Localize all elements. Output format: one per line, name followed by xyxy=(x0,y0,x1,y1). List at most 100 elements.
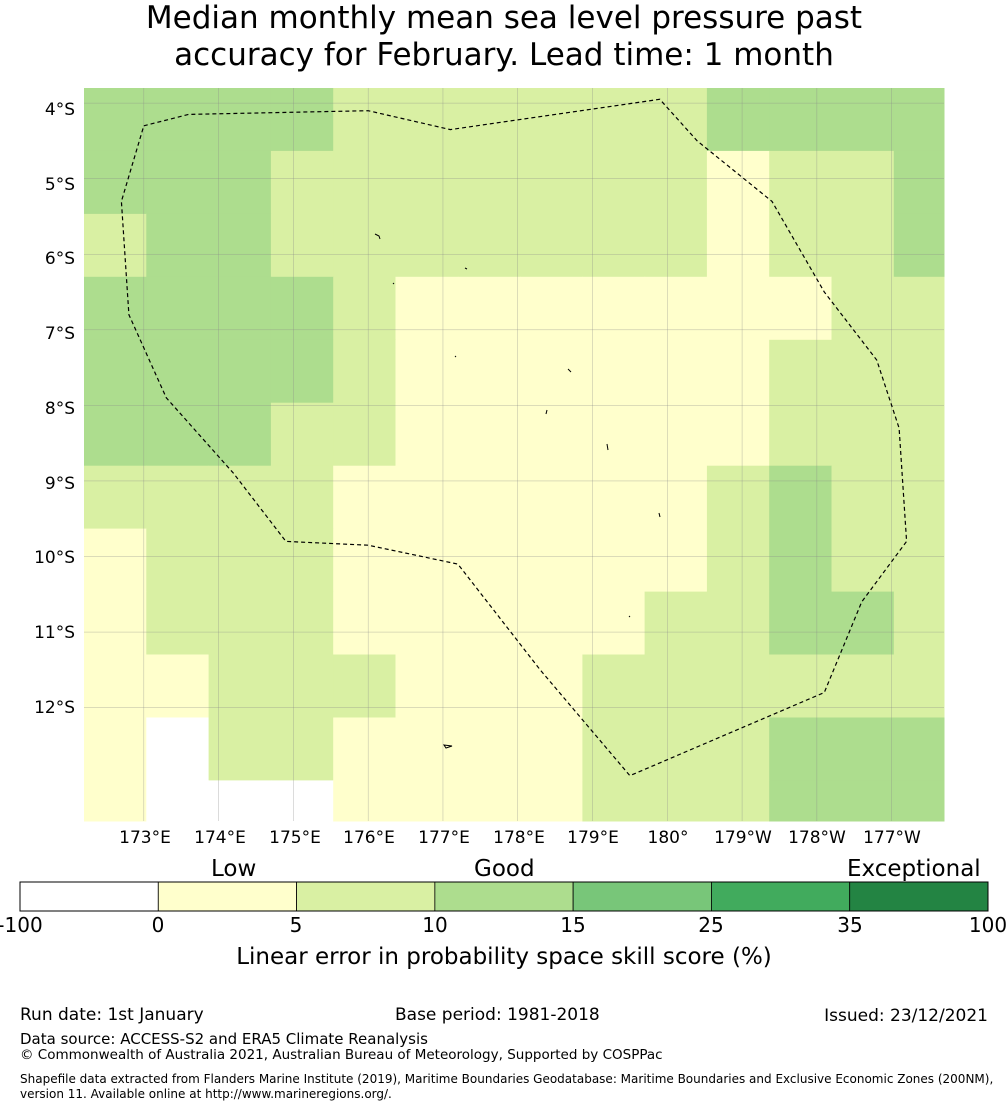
grid-cell xyxy=(146,528,210,592)
colorbar-tick: 10 xyxy=(422,913,448,937)
grid-cell xyxy=(520,528,583,592)
grid-cell xyxy=(457,591,521,655)
grid-cell xyxy=(644,402,708,467)
grid-cell xyxy=(893,150,945,215)
grid-cell xyxy=(644,654,708,718)
grid-cell xyxy=(706,339,770,404)
grid-cell xyxy=(706,780,770,822)
grid-cell xyxy=(644,528,708,592)
grid-cell xyxy=(84,465,147,530)
grid-cell xyxy=(582,780,646,822)
grid-cell xyxy=(395,213,459,278)
grid-cell xyxy=(582,465,646,530)
grid-cell xyxy=(457,528,521,592)
colorbar-tick: 35 xyxy=(837,913,863,937)
grid-cell xyxy=(893,276,945,341)
legend-category-exceptional: Exceptional xyxy=(847,856,981,882)
grid-cell xyxy=(644,339,708,404)
grid-cell xyxy=(706,528,770,592)
grid-cell xyxy=(457,654,521,718)
grid-cell xyxy=(84,150,147,215)
grid-cell xyxy=(395,339,459,404)
lon-label: 178°W xyxy=(788,828,846,848)
grid-cell xyxy=(208,213,272,278)
grid-cell xyxy=(582,528,646,592)
grid-cell xyxy=(395,465,459,530)
grid-cell xyxy=(706,654,770,718)
grid-cell xyxy=(146,591,210,655)
chart-title-line2: accuracy for February. Lead time: 1 mont… xyxy=(174,37,834,73)
grid-cell xyxy=(582,339,646,404)
grid-cell xyxy=(146,717,210,781)
grid-cell xyxy=(84,213,147,278)
colorbar-tick: 25 xyxy=(698,913,724,937)
grid-cell xyxy=(644,591,708,655)
grid-cell xyxy=(644,213,708,278)
grid-cell xyxy=(333,717,396,781)
colorbar-tick: 5 xyxy=(289,913,303,937)
grid-cell xyxy=(84,276,147,341)
issued-date: Issued: 23/12/2021 xyxy=(824,1006,988,1026)
grid-cell xyxy=(769,528,832,592)
grid-cell xyxy=(395,654,459,718)
grid-cell xyxy=(146,213,210,278)
grid-cell xyxy=(769,591,832,655)
grid-cell xyxy=(582,591,646,655)
grid-cell xyxy=(893,402,945,467)
grid-cell xyxy=(831,528,895,592)
lat-label: 12°S xyxy=(34,698,75,718)
grid-cell xyxy=(333,276,396,341)
grid-cell xyxy=(893,591,945,655)
grid-cell xyxy=(520,150,583,215)
lon-label: 177°W xyxy=(863,828,921,848)
grid-cell xyxy=(208,528,272,592)
grid-cell xyxy=(208,88,272,152)
grid-cell xyxy=(146,150,210,215)
grid-cell xyxy=(84,591,147,655)
grid-cell xyxy=(706,717,770,781)
grid-cell xyxy=(270,88,334,152)
grid-cell xyxy=(893,717,945,781)
grid-cell xyxy=(146,654,210,718)
grid-cell xyxy=(333,339,396,404)
lon-label: 175°E xyxy=(269,828,321,848)
grid-cell xyxy=(706,88,770,152)
lat-label: 5°S xyxy=(44,175,75,195)
grid-cell xyxy=(831,591,895,655)
grid-cell xyxy=(395,591,459,655)
grid-cell xyxy=(84,780,147,822)
grid-cell xyxy=(831,717,895,781)
lon-label: 173°E xyxy=(119,828,171,848)
grid-cell xyxy=(395,780,459,822)
grid-cell xyxy=(457,213,521,278)
grid-cell xyxy=(270,717,334,781)
legend-category-low: Low xyxy=(211,856,257,882)
grid-cell xyxy=(457,276,521,341)
colorbar-bin xyxy=(434,881,574,912)
colorbar-bin xyxy=(19,881,159,912)
lat-label: 4°S xyxy=(44,100,75,120)
grid-cell xyxy=(769,150,832,215)
grid-cell xyxy=(457,780,521,822)
grid-cell xyxy=(582,213,646,278)
grid-cell xyxy=(270,213,334,278)
lon-label: 176°E xyxy=(343,828,395,848)
grid-cell xyxy=(208,465,272,530)
grid-cell xyxy=(769,88,832,152)
grid-cell xyxy=(457,150,521,215)
grid-cell xyxy=(769,717,832,781)
grid-cell xyxy=(333,780,396,822)
grid-cell xyxy=(831,654,895,718)
grid-cell xyxy=(831,465,895,530)
grid-cell xyxy=(520,88,583,152)
grid-cell xyxy=(644,276,708,341)
grid-cell xyxy=(831,150,895,215)
grid-cell xyxy=(706,150,770,215)
grid-cell xyxy=(270,465,334,530)
grid-cell xyxy=(769,276,832,341)
base-period: Base period: 1981-2018 xyxy=(395,1005,600,1025)
grid-cell xyxy=(831,213,895,278)
skill-map xyxy=(84,88,945,822)
grid-cell xyxy=(582,276,646,341)
grid-cell xyxy=(333,88,396,152)
